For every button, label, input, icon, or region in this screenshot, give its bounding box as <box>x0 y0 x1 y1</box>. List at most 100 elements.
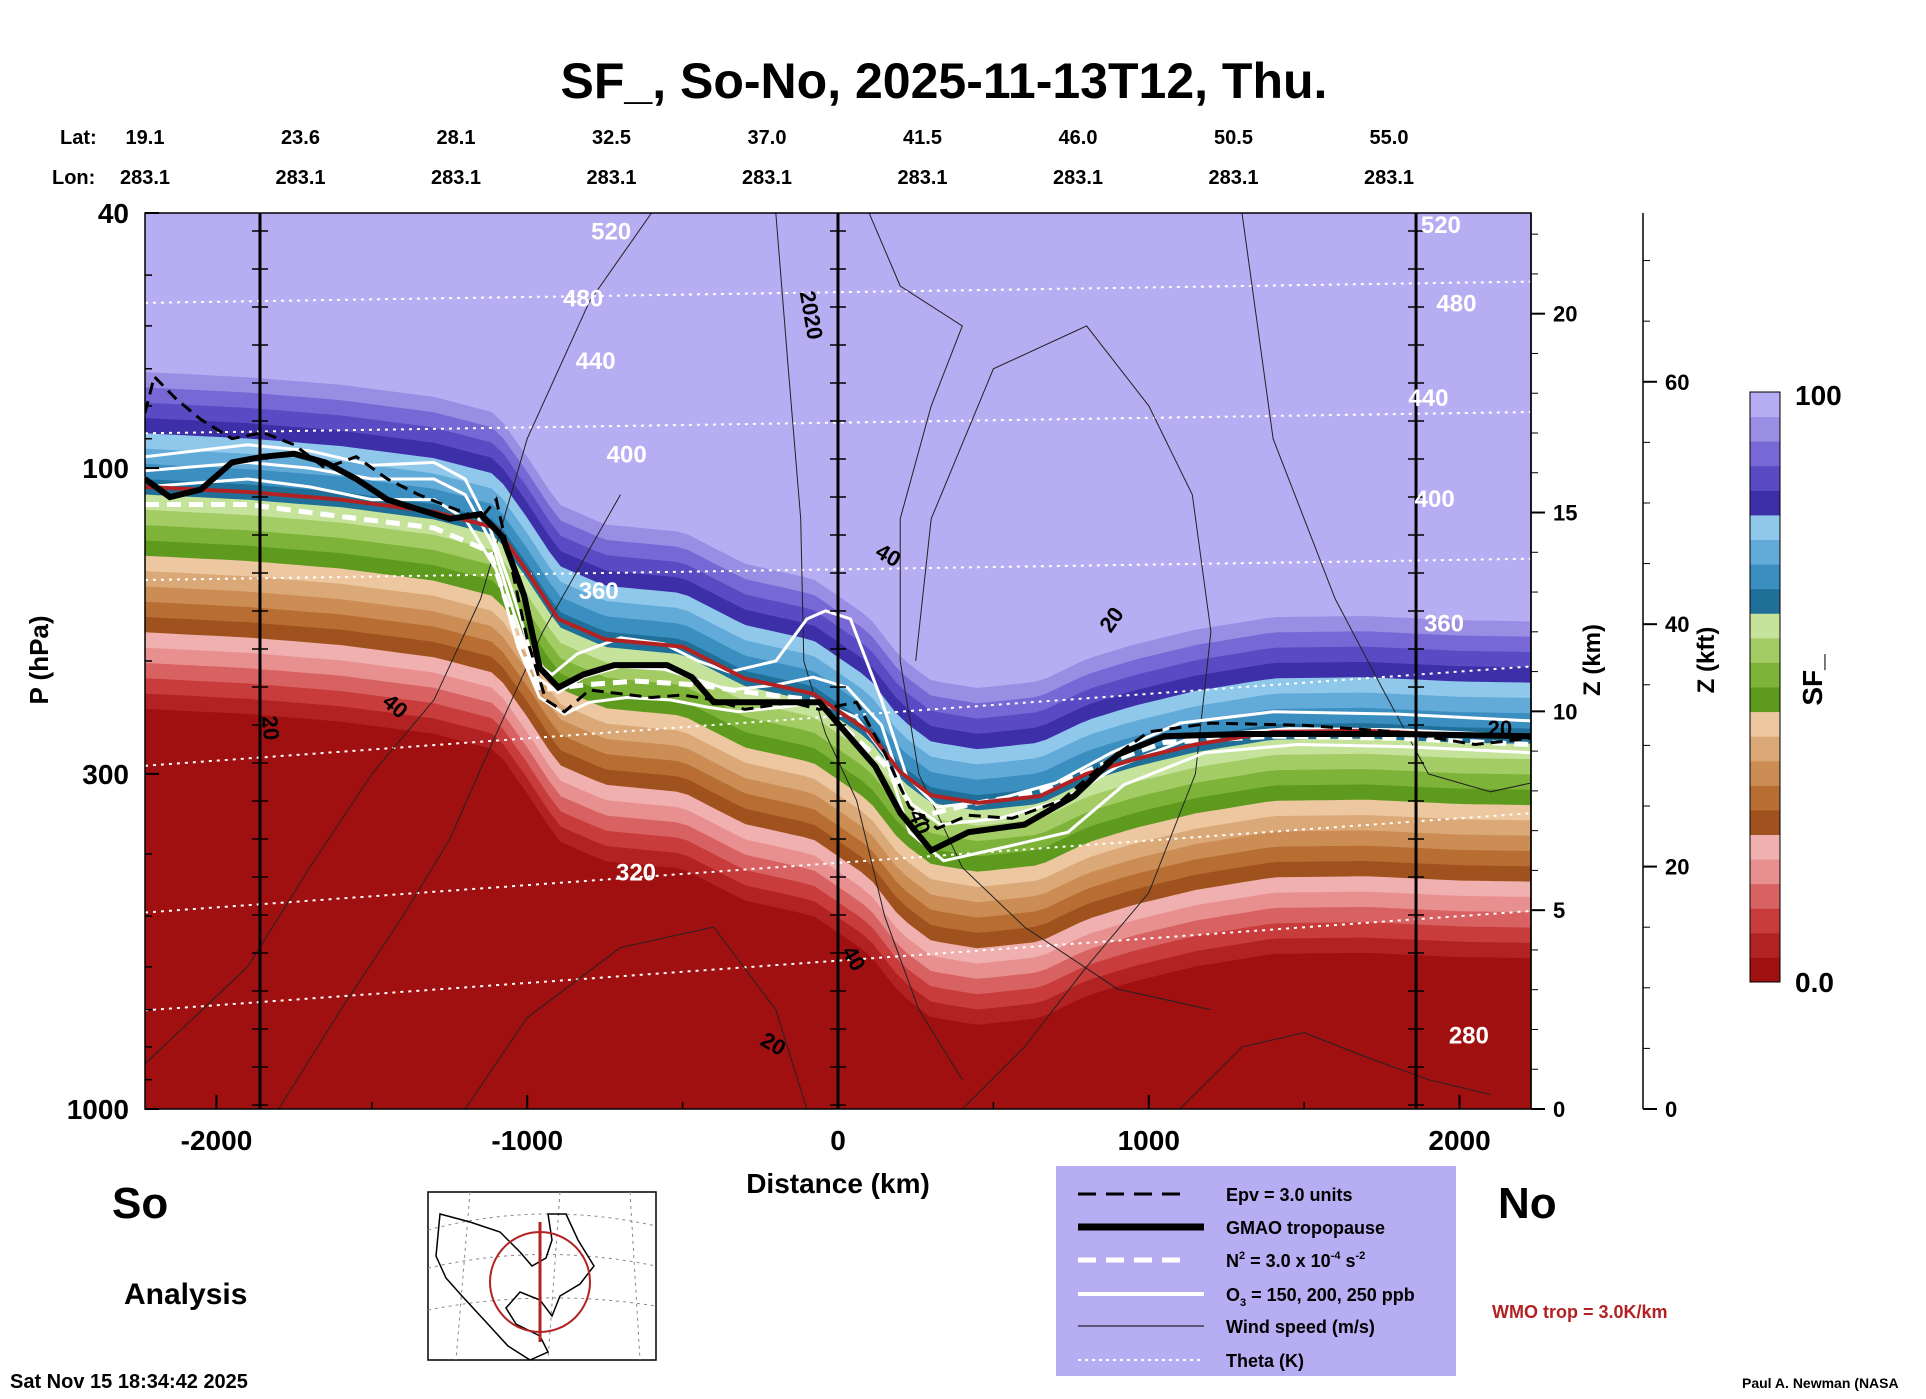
colorbar-segment <box>1750 441 1780 467</box>
theta-label: 400 <box>1415 486 1455 513</box>
z-km-tick-label: 10 <box>1553 699 1577 724</box>
colorbar-min-label: 0.0 <box>1795 967 1834 998</box>
legend-epv: Epv = 3.0 units <box>1226 1185 1353 1205</box>
lon-label: Lon: <box>52 167 95 189</box>
colorbar-segment <box>1750 883 1780 909</box>
theta-label: 440 <box>576 348 616 375</box>
ozone-contour <box>145 477 1531 863</box>
legend-theta: Theta (K) <box>1226 1351 1304 1371</box>
wind-contours <box>145 213 1531 1109</box>
theta-label: 360 <box>579 578 619 605</box>
colorbar-segment <box>1750 711 1780 737</box>
legend-wind: Wind speed (m/s) <box>1226 1317 1375 1337</box>
x-tick-label: -2000 <box>181 1125 253 1156</box>
legend-gmao: GMAO tropopause <box>1226 1218 1385 1238</box>
station-vertical-lines <box>251 213 1425 1109</box>
station-lat: 28.1 <box>437 127 476 149</box>
colorbar-segment <box>1750 465 1780 491</box>
x-tick-label: 2000 <box>1428 1125 1490 1156</box>
station-lat: 41.5 <box>903 127 942 149</box>
theta-label: 480 <box>563 286 603 313</box>
station-lat: 50.5 <box>1214 127 1253 149</box>
wind-contour <box>775 213 963 1080</box>
station-lat: 46.0 <box>1059 127 1098 149</box>
epv-line <box>145 373 1531 831</box>
z-km-tick-label: 0 <box>1553 1097 1565 1122</box>
wind-contour <box>1179 1032 1491 1109</box>
station-labels: 19.1 283.1 23.6 283.1 28.1 283.1 32.5 283.1 37.0… <box>120 127 1414 189</box>
colorbar-segment <box>1750 392 1780 418</box>
north-label: No <box>1498 1179 1557 1228</box>
p-tick-label: 100 <box>82 453 129 484</box>
x-tick-label: 0 <box>830 1125 846 1156</box>
south-label: So <box>112 1179 168 1228</box>
x-tick-label: 1000 <box>1118 1125 1180 1156</box>
colorbar-segment <box>1750 957 1780 983</box>
station-lon: 283.1 <box>1364 167 1414 189</box>
colorbar-segment <box>1750 736 1780 762</box>
wind-contour <box>278 494 621 1109</box>
p-tick-label: 300 <box>82 759 129 790</box>
wind-label: 20 <box>1488 716 1512 741</box>
wind-contour <box>145 213 652 1065</box>
station-lon: 283.1 <box>1053 167 1103 189</box>
legend: Epv = 3.0 units GMAO tropopause N2 = 3.0… <box>1056 1166 1456 1376</box>
author: Paul A. Newman (NASA <box>1742 1375 1899 1391</box>
chart-title: SF_, So-No, 2025-11-13T12, Thu. <box>561 53 1328 109</box>
colorbar-frame <box>1749 391 1781 983</box>
locator-map <box>427 1191 657 1361</box>
colorbar-segment <box>1750 859 1780 885</box>
gmao-tropopause-line <box>145 450 1531 855</box>
colorbar-segment <box>1750 834 1780 860</box>
wind-contour <box>1241 213 1531 793</box>
wmo-tropopause-line <box>145 484 1531 805</box>
colorbar-segment <box>1750 809 1780 835</box>
theta-label: 320 <box>616 859 656 886</box>
station-lon: 283.1 <box>275 167 325 189</box>
theta-label: 480 <box>1436 291 1476 318</box>
theta-label: 360 <box>1424 611 1464 638</box>
station-lat: 19.1 <box>126 127 165 149</box>
p-tick-label: 1000 <box>67 1094 129 1125</box>
wind-contour <box>464 926 808 1109</box>
colorbar-segment <box>1750 662 1780 688</box>
theta-label: 400 <box>607 441 647 468</box>
colorbar-segment <box>1750 637 1780 663</box>
station-lat: 55.0 <box>1370 127 1409 149</box>
station-lon: 283.1 <box>586 167 636 189</box>
colorbar <box>1749 391 1781 983</box>
theta-label: 280 <box>1449 1022 1489 1049</box>
y-axis-label: P (hPa) <box>24 615 54 704</box>
z-km-tick-label: 20 <box>1553 302 1577 327</box>
colorbar-segment <box>1750 490 1780 516</box>
station-lon: 283.1 <box>120 167 170 189</box>
station-lon: 283.1 <box>431 167 481 189</box>
colorbar-segment <box>1750 588 1780 614</box>
colorbar-segment <box>1750 932 1780 958</box>
z-km-tick-label: 5 <box>1553 898 1565 923</box>
station-lat: 23.6 <box>281 127 320 149</box>
colorbar-segment <box>1750 539 1780 565</box>
colorbar-title: SF_ <box>1797 654 1828 706</box>
z-km-tick-label: 15 <box>1553 501 1577 526</box>
colorbar-segment <box>1750 514 1780 540</box>
plot-area: 520 480 440 400 360 320 520 480 440 400 360 280 20 20… <box>144 212 1532 1110</box>
z-km-axis-label: Z (km) <box>1579 624 1606 696</box>
theta-label: 520 <box>1421 212 1461 239</box>
analysis-label: Analysis <box>124 1278 247 1311</box>
station-lat: 32.5 <box>592 127 631 149</box>
legend-o3: O3 = 150, 200, 250 ppb <box>1226 1285 1415 1309</box>
theta-label: 440 <box>1408 385 1448 412</box>
colorbar-segment <box>1750 785 1780 811</box>
station-lon: 283.1 <box>742 167 792 189</box>
lat-label: Lat: <box>60 127 97 149</box>
legend-n2: N2 = 3.0 x 10-4 s-2 <box>1226 1250 1365 1271</box>
theta-label: 520 <box>591 219 631 246</box>
colorbar-segment <box>1750 416 1780 442</box>
timestamp: Sat Nov 15 18:34:42 2025 <box>10 1371 248 1393</box>
z-kft-tick-label: 0 <box>1665 1097 1677 1122</box>
z-kft-tick-label: 40 <box>1665 612 1689 637</box>
p-tick-label: 40 <box>98 198 129 229</box>
colorbar-segment <box>1750 760 1780 786</box>
